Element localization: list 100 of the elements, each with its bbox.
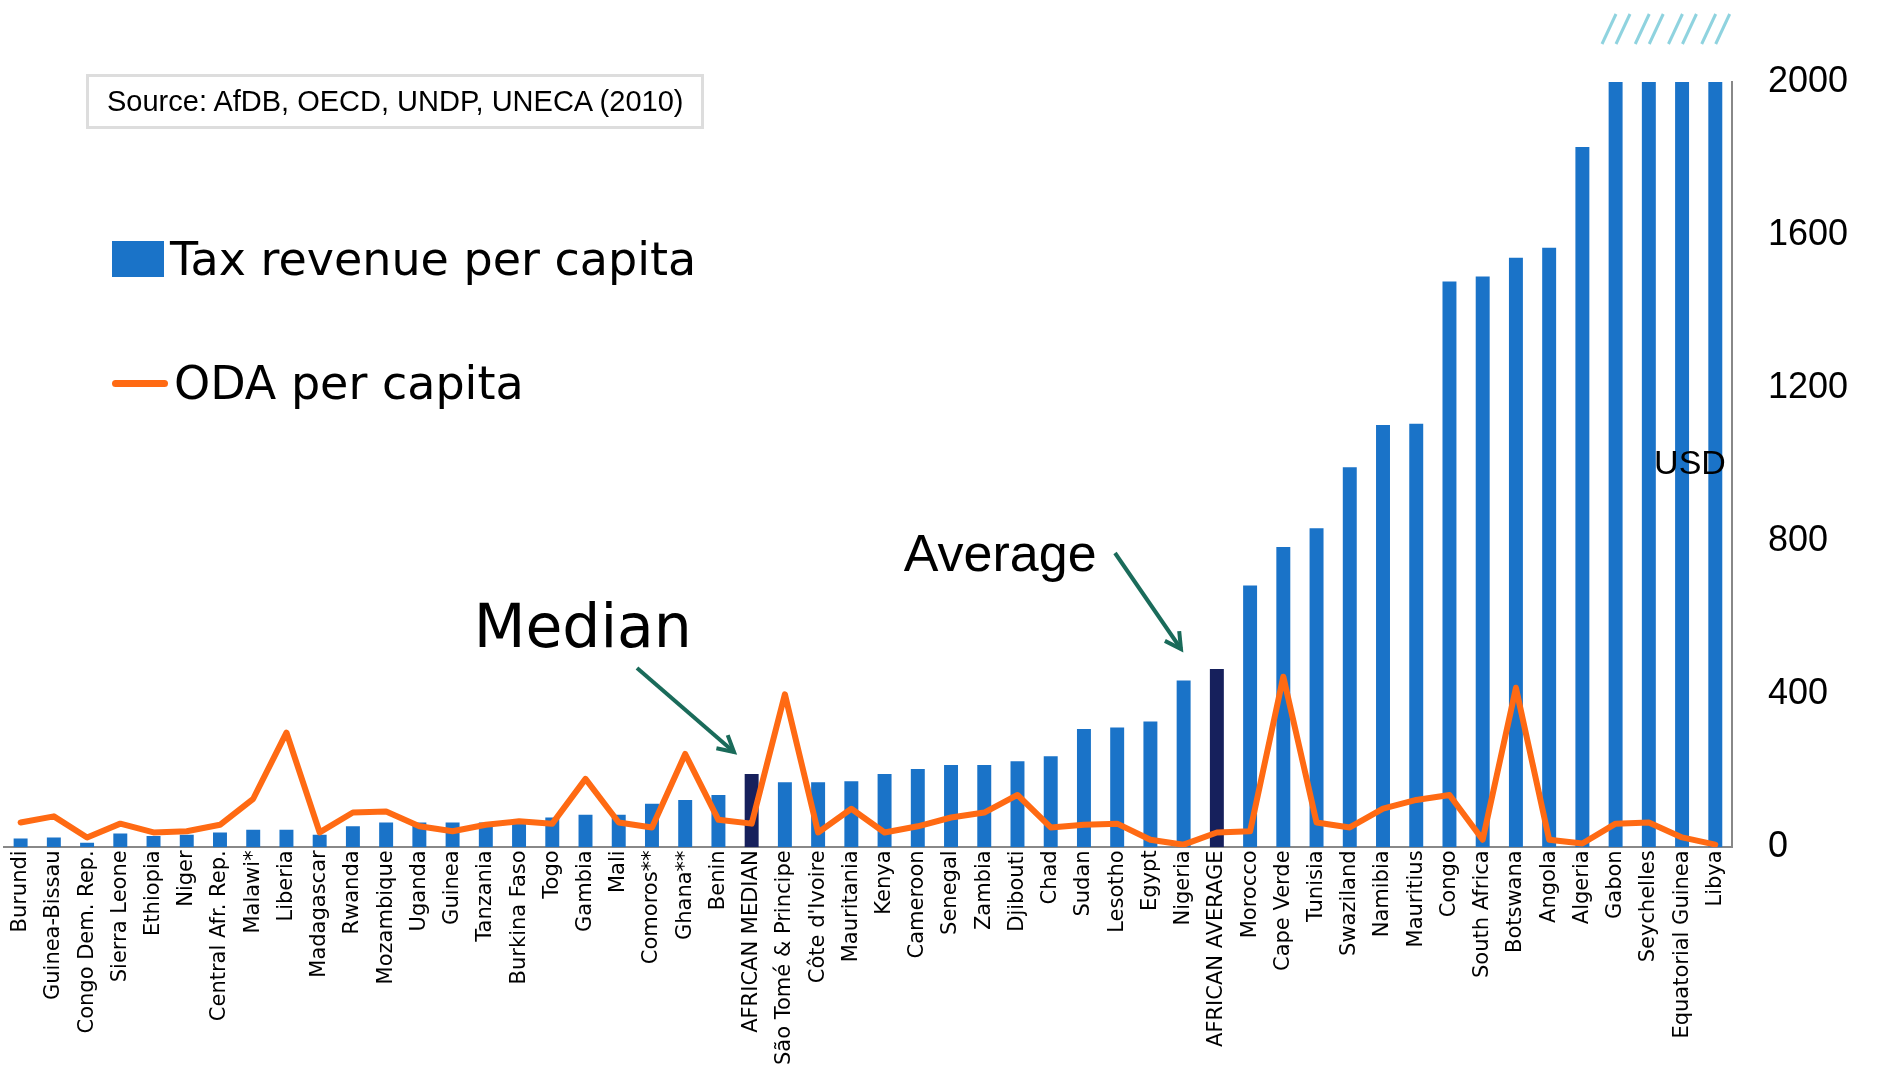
x-tick-label: Rwanda xyxy=(339,850,364,935)
bar xyxy=(246,829,261,848)
bar xyxy=(179,834,194,848)
x-tick-label: Togo xyxy=(538,850,563,900)
legend-label: ODA per capita xyxy=(174,356,524,410)
x-tick-label: Namibia xyxy=(1369,850,1394,938)
x-tick-label: Kenya xyxy=(871,850,896,915)
bar xyxy=(1209,669,1224,848)
bar xyxy=(1276,546,1291,848)
legend-label: Tax revenue per capita xyxy=(170,232,697,286)
x-tick-label: AFRICAN AVERAGE xyxy=(1203,850,1228,1047)
x-tick-label: Morocco xyxy=(1236,850,1261,939)
bar xyxy=(1641,82,1656,848)
x-tick-label: Sudan xyxy=(1070,850,1095,917)
x-tick-label: Egypt xyxy=(1136,850,1161,911)
bar xyxy=(678,799,693,848)
y-tick-label: 1600 xyxy=(1767,211,1849,253)
x-tick-label: Equatorial Guinea xyxy=(1668,850,1693,1039)
x-tick-label: Mali xyxy=(605,850,630,894)
bar xyxy=(146,835,161,848)
bar xyxy=(1342,467,1357,848)
x-tick-label: Niger xyxy=(173,850,198,907)
bar xyxy=(379,822,394,848)
x-tick-label: Guinea xyxy=(439,850,464,925)
bar xyxy=(1176,680,1191,848)
x-tick-label: Mauritania xyxy=(837,850,862,963)
x-tick-label: Gambia xyxy=(571,850,596,933)
bar xyxy=(1076,729,1091,848)
annotation: Source: AfDB, OECD, UNDP, UNECA (2010) xyxy=(86,74,705,129)
x-tick-label: Burkina Faso xyxy=(505,850,530,985)
bar xyxy=(1442,281,1457,848)
x-tick-label: South Africa xyxy=(1469,850,1494,978)
x-tick-label: São Tomé & Principe xyxy=(771,850,796,1066)
x-tick-label: Tunisia xyxy=(1303,850,1327,924)
x-tick-label: Sierra Leone xyxy=(106,850,131,983)
x-tick-label: Ghana** xyxy=(671,850,696,941)
bar xyxy=(877,773,892,848)
x-tick-label: Liberia xyxy=(272,850,297,922)
x-tick-label: Chad xyxy=(1037,850,1062,905)
bar xyxy=(1409,423,1424,848)
bar xyxy=(910,768,925,848)
x-tick-label: Benin xyxy=(704,850,729,911)
x-tick-label: Congo Dem. Rep. xyxy=(73,850,98,1034)
x-tick-label: Côte d'Ivoire xyxy=(804,850,829,984)
x-tick-label: Central Afr. Rep. xyxy=(206,850,231,1022)
bar xyxy=(1110,727,1125,848)
bar xyxy=(578,814,593,848)
x-tick-label: Malawi* xyxy=(239,850,264,934)
y-tick-label: 2000 xyxy=(1767,58,1849,100)
bar xyxy=(1608,82,1623,848)
x-tick-label: Mozambique xyxy=(372,850,397,985)
y-tick-label: 400 xyxy=(1767,671,1828,713)
bar xyxy=(1376,424,1390,848)
bar xyxy=(1043,756,1058,848)
bar xyxy=(312,834,327,848)
x-tick-label: Cameroon xyxy=(904,850,929,959)
x-tick-label: Nigeria xyxy=(1170,850,1195,926)
bar xyxy=(977,765,992,848)
y-tick-label: 1200 xyxy=(1767,365,1849,407)
y-tick-label: 0 xyxy=(1767,824,1788,866)
x-tick-label: Botswana xyxy=(1502,850,1527,954)
x-tick-label: Congo xyxy=(1435,850,1460,918)
x-tick-label: Uganda xyxy=(405,850,430,932)
bar xyxy=(13,838,28,848)
x-tick-label: Guinea-Bissau xyxy=(40,850,65,1001)
x-tick-label: Djibouti xyxy=(1003,850,1028,932)
x-tick-label: Tanzania xyxy=(472,850,497,943)
x-tick-label: Seychelles xyxy=(1635,850,1660,963)
bar xyxy=(279,829,294,848)
bar xyxy=(1143,721,1158,848)
x-tick-label: Swaziland xyxy=(1336,850,1361,956)
annotation: Average xyxy=(903,524,1097,583)
x-tick-label: Cape Verde xyxy=(1269,850,1294,972)
bar xyxy=(1475,276,1490,848)
bar xyxy=(113,833,128,848)
bar xyxy=(46,837,61,848)
x-tick-label: Comoros** xyxy=(638,850,663,965)
x-tick-label: Gabon xyxy=(1602,850,1627,920)
x-tick-label: AFRICAN MEDIAN xyxy=(738,850,763,1033)
x-tick-label: Libya xyxy=(1701,850,1726,907)
x-tick-label: Zambia xyxy=(970,850,995,931)
bar xyxy=(1575,147,1590,848)
x-tick-label: Senegal xyxy=(937,850,962,935)
annotation: Median xyxy=(473,590,692,661)
bar xyxy=(1508,257,1523,848)
bar xyxy=(944,765,959,848)
x-tick-label: Angola xyxy=(1535,850,1560,923)
bar xyxy=(777,782,792,848)
x-tick-label: Ethiopia xyxy=(139,850,164,936)
x-tick-label: Madagascar xyxy=(306,850,331,978)
bar xyxy=(213,832,227,848)
x-tick-label: Algeria xyxy=(1568,850,1593,925)
bar xyxy=(345,826,360,848)
bar xyxy=(1309,528,1324,848)
x-tick-label: Mauritius xyxy=(1402,850,1427,948)
y-tick-label: 800 xyxy=(1767,518,1828,560)
x-tick-label: Lesotho xyxy=(1103,850,1128,933)
bar xyxy=(1243,585,1258,848)
bar xyxy=(1542,247,1557,848)
x-tick-label: Burundi xyxy=(7,850,32,933)
